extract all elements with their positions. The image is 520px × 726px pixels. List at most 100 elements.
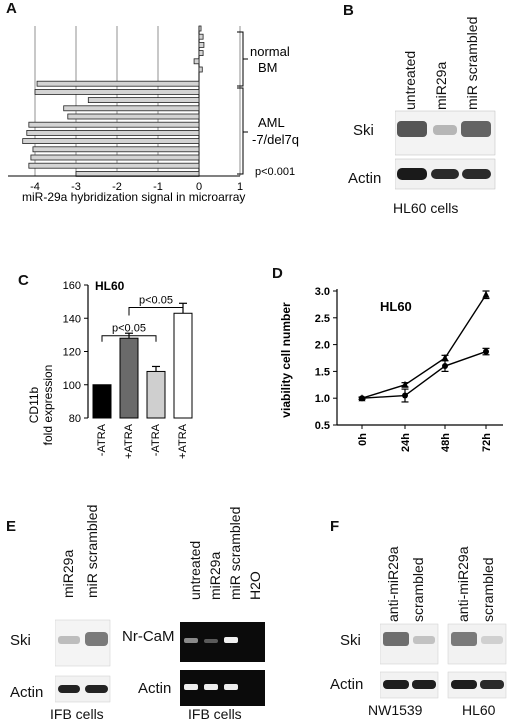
b-ski-band-2 bbox=[433, 125, 457, 135]
a-tick-label: -3 bbox=[71, 181, 81, 193]
panel-e-letter: E bbox=[6, 518, 17, 535]
a-bar bbox=[198, 66, 203, 73]
d-series-line bbox=[361, 350, 487, 399]
e-right-lane-mir-scrambled: miR scrambled bbox=[227, 506, 243, 600]
b-actin-band-1 bbox=[397, 168, 427, 180]
a-bar bbox=[34, 89, 200, 95]
a-bar bbox=[36, 80, 200, 87]
panel-c-chart: HL60 CD11b fold expression 80 100 120 140 16… bbox=[27, 279, 193, 459]
e-left-blot bbox=[55, 619, 111, 703]
f-row-ski: Ski bbox=[340, 632, 361, 649]
d-series-line bbox=[361, 294, 487, 399]
panel-a-chart: -4 -3 -2 -1 0 1 miR-29a hybridization signal … bbox=[8, 25, 299, 204]
c-y-tick-label: 100 bbox=[63, 380, 81, 392]
e-left-ski-band-1 bbox=[58, 636, 80, 644]
c-bar bbox=[92, 384, 112, 419]
d-y-tick-label: 1.5 bbox=[315, 366, 330, 378]
d-y-tick-label: 0.5 bbox=[315, 420, 330, 432]
e-left-actin-band-2 bbox=[85, 685, 108, 693]
e-right-row-nrcam: Nr-CaM bbox=[122, 628, 175, 645]
c-title: HL60 bbox=[95, 279, 125, 293]
c-bar bbox=[173, 312, 193, 419]
a-tick-label: 0 bbox=[196, 181, 202, 193]
a-bar bbox=[28, 162, 200, 169]
d-marker-circle bbox=[442, 363, 448, 370]
a-bar bbox=[26, 129, 200, 136]
a-group-label-aml-2: -7/del7q bbox=[252, 132, 299, 147]
d-marker-circle bbox=[359, 395, 365, 402]
d-x-tick-label: 0h bbox=[357, 433, 369, 446]
f-lane-anti-mir29a-1: anti-miR29a bbox=[385, 546, 401, 622]
e-left-row-actin: Actin bbox=[10, 684, 44, 701]
c-annotation: p<0.05 bbox=[112, 323, 146, 335]
panel-a-letter: A bbox=[6, 0, 17, 17]
e-right-nrcam-band-3 bbox=[224, 637, 238, 643]
f-actin-band-2 bbox=[412, 680, 436, 689]
b-caption: HL60 cells bbox=[393, 200, 459, 216]
d-title: HL60 bbox=[380, 299, 412, 314]
b-lane-mir29a: miR29a bbox=[433, 61, 449, 110]
a-bar bbox=[198, 42, 205, 48]
panel-d-chart: HL60 viability cell number 0.5 1.0 1.5 2.0 2… bbox=[279, 286, 503, 452]
f-row-actin: Actin bbox=[330, 676, 364, 693]
a-group-label-normal-1: normal bbox=[250, 44, 290, 59]
panel-c-letter: C bbox=[18, 272, 29, 289]
c-y-tick-label: 160 bbox=[63, 280, 81, 292]
b-actin-band-2 bbox=[431, 169, 459, 179]
e-right-nrcam-band-1 bbox=[184, 638, 198, 643]
f-ski-band-1 bbox=[383, 632, 409, 646]
f-ski-band-4 bbox=[481, 636, 503, 644]
a-bar bbox=[28, 121, 200, 128]
a-bar bbox=[32, 146, 200, 153]
a-bar bbox=[67, 113, 200, 120]
e-right-row-actin: Actin bbox=[138, 680, 172, 697]
f-actin-band-3 bbox=[451, 680, 477, 689]
e-right-actin-band-2 bbox=[204, 684, 218, 690]
b-actin-band-3 bbox=[462, 169, 491, 179]
c-y-label-2: fold expression bbox=[41, 365, 55, 446]
e-left-row-ski: Ski bbox=[10, 632, 31, 649]
e-left-lane-mir-scrambled: miR scrambled bbox=[84, 504, 100, 598]
d-x-tick-label: 72h bbox=[481, 433, 493, 452]
panel-d-letter: D bbox=[272, 265, 283, 282]
f-blot bbox=[380, 623, 507, 699]
b-row-ski: Ski bbox=[353, 122, 374, 139]
f-actin-band-1 bbox=[383, 680, 409, 689]
b-lane-mir-scrambled: miR scrambled bbox=[464, 16, 480, 110]
c-y-label-1: CD11b bbox=[27, 386, 41, 423]
a-group-label-normal-2: BM bbox=[258, 60, 278, 75]
f-ski-band-2 bbox=[413, 636, 435, 644]
a-x-label: miR-29a hybridization signal in microarr… bbox=[22, 190, 245, 204]
a-bar bbox=[193, 58, 200, 65]
f-caption-nw1539: NW1539 bbox=[368, 702, 423, 718]
e-right-caption: IFB cells bbox=[188, 706, 242, 722]
a-bar bbox=[22, 138, 200, 145]
c-bar bbox=[119, 337, 139, 419]
f-actin-band-4 bbox=[480, 680, 504, 689]
a-tick-label: -4 bbox=[30, 181, 40, 193]
c-y-tick-label: 120 bbox=[63, 347, 81, 359]
d-marker-circle bbox=[483, 348, 489, 355]
f-caption-hl60: HL60 bbox=[462, 702, 496, 718]
a-p-value: p<0.001 bbox=[255, 166, 295, 178]
e-right-gel bbox=[180, 622, 265, 706]
c-y-tick-label: 140 bbox=[63, 313, 81, 325]
e-right-actin-band-3 bbox=[224, 684, 238, 690]
c-category-label: +ATRA bbox=[177, 423, 189, 459]
b-row-actin: Actin bbox=[348, 170, 382, 187]
f-lane-scrambled-1: scrambled bbox=[410, 557, 426, 622]
a-bar bbox=[198, 50, 204, 56]
d-x-tick-label: 24h bbox=[400, 433, 412, 452]
b-ski-band-1 bbox=[397, 121, 427, 137]
a-bracket-aml bbox=[237, 87, 244, 175]
e-left-lane-mir29a: miR29a bbox=[60, 549, 76, 598]
d-marker-triangle bbox=[482, 290, 490, 298]
d-x-tick-label: 48h bbox=[440, 433, 452, 452]
a-bar bbox=[198, 25, 202, 32]
d-y-tick-label: 1.0 bbox=[315, 393, 330, 405]
c-bracket bbox=[128, 306, 184, 316]
d-marker-triangle bbox=[441, 354, 449, 361]
a-bar bbox=[198, 33, 204, 40]
panel-f-letter: F bbox=[330, 518, 340, 535]
e-left-ski-band-2 bbox=[85, 632, 108, 646]
